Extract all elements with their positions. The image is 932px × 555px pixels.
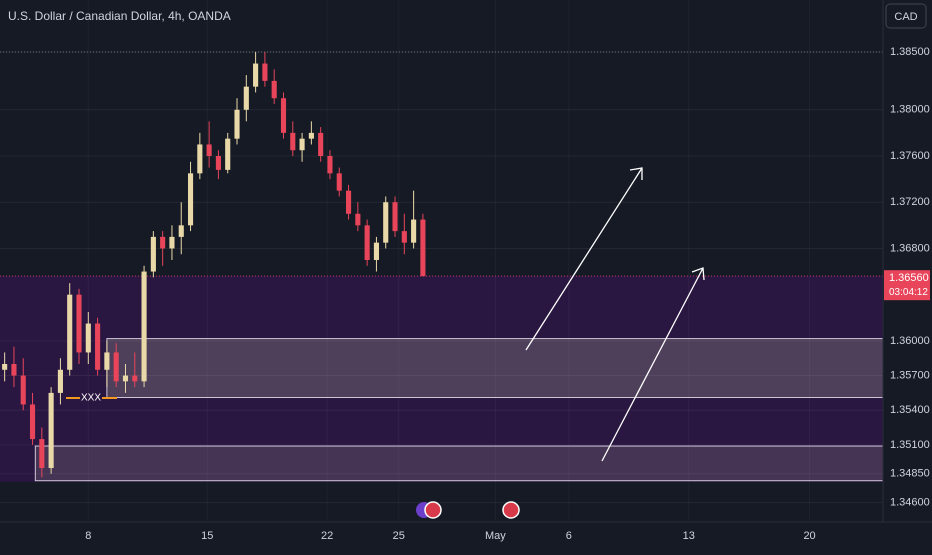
candle-body (29, 404, 36, 440)
candle-body (169, 236, 175, 249)
candle-body (225, 138, 231, 170)
zone-box (106, 338, 884, 399)
candle-body (48, 392, 54, 468)
candle-body (271, 80, 277, 99)
candle-body (150, 236, 156, 272)
candle-body (104, 352, 110, 370)
candle-body (290, 132, 296, 151)
y-tick-label: 1.37200 (890, 196, 930, 208)
candle-body (234, 109, 240, 139)
x-tick-label: May (485, 530, 506, 542)
arrow-head (691, 267, 705, 281)
candle-body (187, 173, 194, 226)
candle-body (132, 375, 138, 382)
candle-body (280, 98, 287, 133)
candle-body (11, 364, 17, 376)
candle-body (401, 231, 407, 243)
candle-body (178, 225, 184, 237)
chart-title: U.S. Dollar / Canadian Dollar, 4h, OANDA (8, 9, 231, 23)
candle-body (95, 323, 101, 370)
candle-body (355, 213, 361, 226)
y-tick-label: 1.34600 (890, 497, 930, 509)
candle-body (85, 323, 91, 353)
annotation: XXX (81, 393, 101, 404)
currency-button-label[interactable]: CAD (894, 11, 917, 23)
last-price-badge (884, 270, 930, 301)
arrow (525, 167, 643, 351)
candle-body (215, 156, 221, 170)
candle-body (411, 219, 417, 243)
candle-body (262, 63, 268, 81)
candle-body (141, 271, 147, 382)
candle-body (206, 144, 212, 156)
countdown: 03:04:12 (889, 287, 928, 298)
candle-body (57, 369, 63, 393)
arrow-head (629, 167, 643, 180)
candle-body (420, 219, 426, 277)
last-price-label: 1.36560 (889, 272, 929, 284)
y-tick-label: 1.35700 (890, 369, 930, 381)
candle-body (160, 236, 166, 249)
y-tick-label: 1.38000 (890, 104, 930, 116)
y-tick-label: 1.38500 (890, 46, 930, 58)
y-tick-label: 1.35100 (890, 439, 930, 451)
arrow (601, 267, 704, 462)
candle-body (39, 439, 45, 468)
candle-body (308, 132, 314, 139)
y-tick-label: 1.36000 (890, 335, 930, 347)
candle-body (364, 225, 370, 260)
x-tick-label: 25 (393, 530, 405, 542)
x-tick-label: 8 (85, 530, 91, 542)
event-icon[interactable] (424, 501, 442, 519)
candle-body (113, 352, 119, 382)
candle-body (392, 202, 398, 232)
y-tick-label: 1.35400 (890, 404, 930, 416)
y-tick-label: 1.34850 (890, 468, 930, 480)
candle-body (336, 173, 342, 191)
x-tick-label: 13 (683, 530, 695, 542)
x-tick-label: 6 (566, 530, 572, 542)
candle-body (197, 144, 203, 174)
candle-body (20, 375, 26, 405)
candle-body (122, 375, 129, 382)
x-tick-label: 15 (201, 530, 213, 542)
candle-body (2, 364, 8, 370)
candle-body (76, 294, 82, 353)
event-icon[interactable] (502, 501, 520, 519)
candle-body (253, 63, 259, 87)
candle-body (373, 242, 379, 260)
candle-body (243, 86, 249, 110)
x-tick-label: 22 (321, 530, 333, 542)
candle-body (383, 202, 389, 243)
y-tick-label: 1.37600 (890, 150, 930, 162)
candle-body (67, 294, 73, 370)
x-tick-label: 20 (803, 530, 815, 542)
candle-body (327, 156, 333, 174)
candle-body (345, 190, 352, 214)
candle-body (299, 138, 305, 151)
currency-button[interactable] (885, 3, 927, 29)
zone-box (34, 445, 884, 482)
candle-body (318, 132, 324, 156)
y-tick-label: 1.36800 (890, 242, 930, 254)
